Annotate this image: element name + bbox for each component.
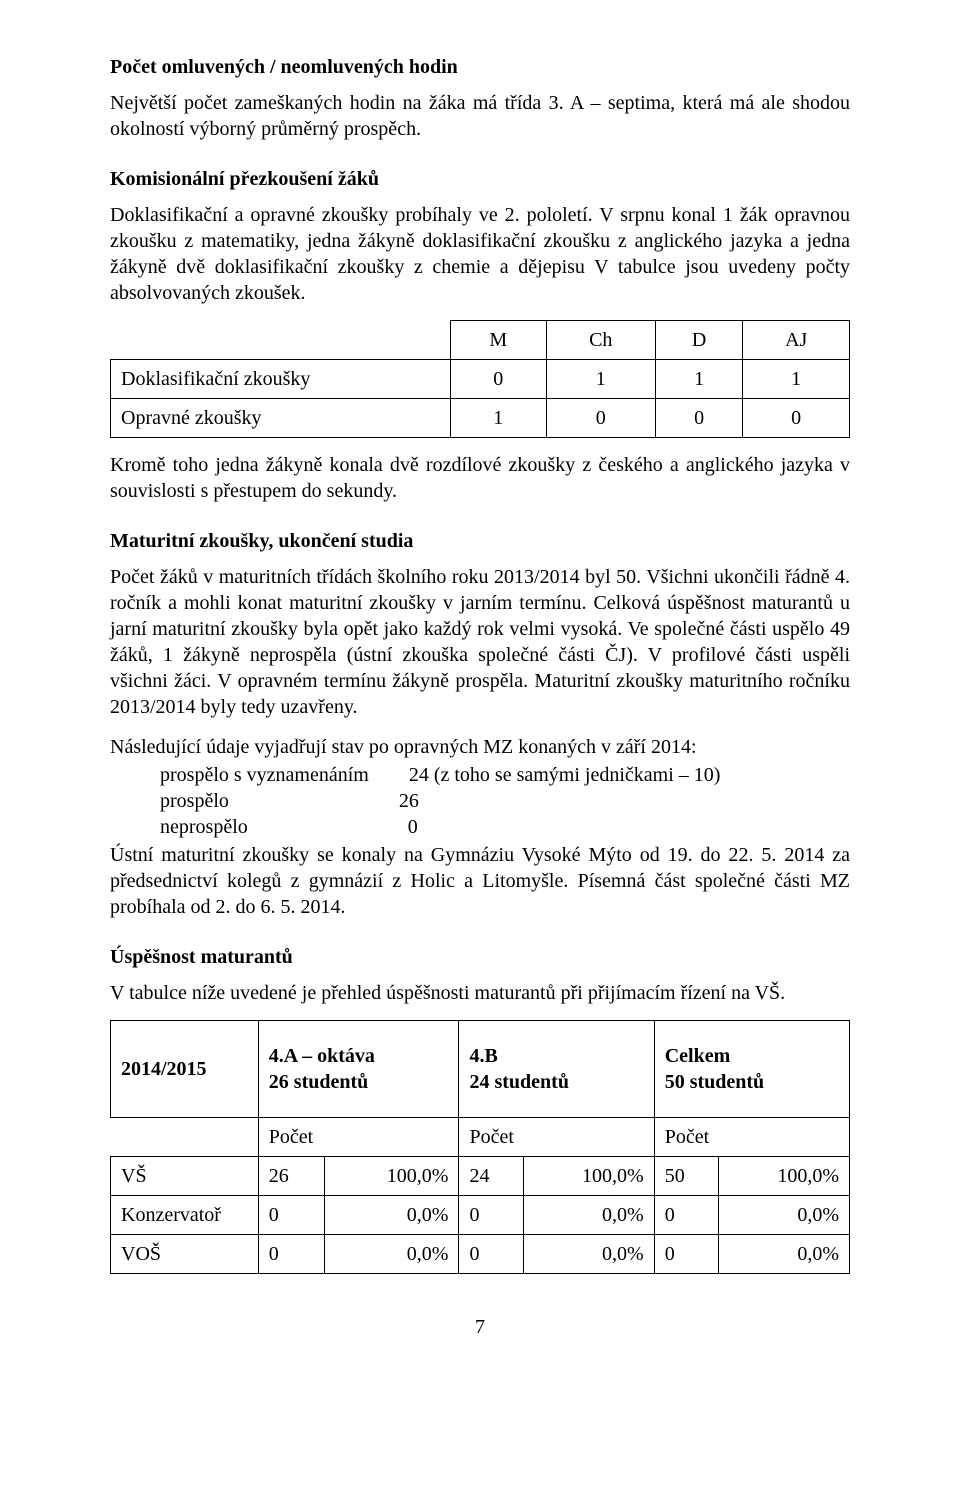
table-cell: 0,0% — [524, 1196, 655, 1235]
table-cell: 50 studentů — [665, 1071, 764, 1093]
para-success: V tabulce níže uvedené je přehled úspěšn… — [110, 980, 850, 1006]
table-cell: 1 — [450, 399, 546, 438]
table-cell: 50 — [654, 1157, 719, 1196]
table-cell: 100,0% — [719, 1157, 850, 1196]
stats-block: prospělo s vyznamenáním 24 (z toho se sa… — [160, 762, 850, 840]
table-cell: Opravné zkoušky — [111, 399, 451, 438]
table-cell: 0 — [258, 1196, 325, 1235]
table-cell: 100,0% — [325, 1157, 459, 1196]
table-row: M Ch D AJ — [111, 321, 850, 360]
table-row: Počet Počet Počet — [111, 1118, 850, 1157]
table-cell: 0,0% — [719, 1196, 850, 1235]
para-excused-hours: Největší počet zameškaných hodin na žáka… — [110, 90, 850, 142]
heading-excused-hours: Počet omluvených / neomluvených hodin — [110, 54, 850, 80]
table-header: Ch — [546, 321, 655, 360]
table-cell: Celkem — [665, 1045, 731, 1067]
table-cell: VOŠ — [111, 1235, 259, 1274]
table-header: D — [655, 321, 742, 360]
stat-line: neprospělo 0 — [160, 814, 850, 840]
para-after-table: Kromě toho jedna žákyně konala dvě rozdí… — [110, 452, 850, 504]
table-cell: 0 — [654, 1235, 719, 1274]
table-cell: 100,0% — [524, 1157, 655, 1196]
table-row: Opravné zkoušky 1 0 0 0 — [111, 399, 850, 438]
para-maturita-2: Následující údaje vyjadřují stav po opra… — [110, 734, 850, 760]
table-header: M — [450, 321, 546, 360]
heading-success: Úspěšnost maturantů — [110, 944, 850, 970]
para-commissional: Doklasifikační a opravné zkoušky probíha… — [110, 202, 850, 306]
table-cell: 1 — [655, 360, 742, 399]
page-number: 7 — [110, 1314, 850, 1340]
stat-line: prospělo 26 — [160, 788, 850, 814]
table-header-blank — [111, 321, 451, 360]
heading-maturita: Maturitní zkoušky, ukončení studia — [110, 528, 850, 554]
table-cell: 4.A – oktáva — [269, 1045, 375, 1067]
table-cell: 0,0% — [325, 1235, 459, 1274]
table-cell: 0,0% — [325, 1196, 459, 1235]
table-row: VŠ 26 100,0% 24 100,0% 50 100,0% — [111, 1157, 850, 1196]
table-cell: 0 — [459, 1235, 524, 1274]
table-header: AJ — [743, 321, 850, 360]
table-cell: 24 — [459, 1157, 524, 1196]
table-cell: 0 — [450, 360, 546, 399]
heading-commissional: Komisionální přezkoušení žáků — [110, 166, 850, 192]
table-cell: 0 — [743, 399, 850, 438]
table-cell: 0 — [459, 1196, 524, 1235]
table-row: Konzervatoř 0 0,0% 0 0,0% 0 0,0% — [111, 1196, 850, 1235]
table-cell: 0,0% — [524, 1235, 655, 1274]
table-cell: 0 — [258, 1235, 325, 1274]
table-cell: Počet — [459, 1118, 654, 1157]
table-cell: 26 studentů — [269, 1071, 368, 1093]
table-cell-year: 2014/2015 — [111, 1021, 259, 1118]
table-row: VOŠ 0 0,0% 0 0,0% 0 0,0% — [111, 1235, 850, 1274]
table-exams: M Ch D AJ Doklasifikační zkoušky 0 1 1 1… — [110, 320, 850, 438]
table-row: 2014/2015 4.A – oktáva 26 studentů 4.B 2… — [111, 1021, 850, 1118]
table-cell: 26 — [258, 1157, 325, 1196]
table-success: 2014/2015 4.A – oktáva 26 studentů 4.B 2… — [110, 1020, 850, 1274]
table-cell: 0 — [654, 1196, 719, 1235]
para-maturita-1: Počet žáků v maturitních třídách školníh… — [110, 564, 850, 720]
stat-line: prospělo s vyznamenáním 24 (z toho se sa… — [160, 762, 850, 788]
table-cell: 0,0% — [719, 1235, 850, 1274]
para-maturita-3: Ústní maturitní zkoušky se konaly na Gym… — [110, 842, 850, 920]
table-cell: 0 — [546, 399, 655, 438]
table-cell: Doklasifikační zkoušky — [111, 360, 451, 399]
table-cell: 1 — [546, 360, 655, 399]
table-cell: Konzervatoř — [111, 1196, 259, 1235]
table-cell: Počet — [654, 1118, 849, 1157]
table-cell-blank — [111, 1118, 259, 1157]
table-cell: 0 — [655, 399, 742, 438]
table-row: Doklasifikační zkoušky 0 1 1 1 — [111, 360, 850, 399]
table-cell: VŠ — [111, 1157, 259, 1196]
table-cell: 24 studentů — [469, 1071, 568, 1093]
table-cell: 1 — [743, 360, 850, 399]
table-cell: Počet — [258, 1118, 459, 1157]
document-page: Počet omluvených / neomluvených hodin Ne… — [0, 0, 960, 1380]
table-cell: 4.B — [469, 1045, 497, 1067]
